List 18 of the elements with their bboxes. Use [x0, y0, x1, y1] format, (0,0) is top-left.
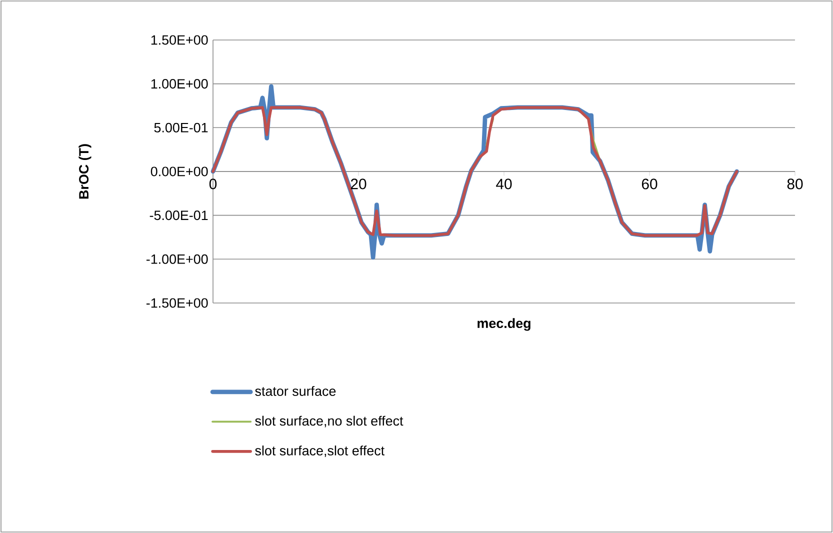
line-series	[212, 106, 738, 237]
y-tick-label: -1.50E+00	[146, 298, 208, 308]
y-tick-label: 1.00E+00	[151, 79, 208, 89]
legend-label: stator surface	[255, 386, 336, 396]
y-tick-label: 0.00E+00	[150, 166, 208, 176]
x-tick-label: 60	[642, 178, 658, 190]
legend-label: slot surface,no slot effect	[255, 416, 404, 428]
y-tick-label: -1.00E+00	[146, 254, 208, 264]
x-tick-label: 80	[787, 178, 803, 190]
x-axis-title: mec.deg	[478, 318, 530, 331]
legend-label: slot surface,slot effect	[255, 446, 384, 458]
x-tick-label: 40	[496, 178, 512, 190]
y-tick-label: 1.50E+00	[151, 35, 208, 45]
y-axis-title: BrOC (T)	[78, 144, 92, 199]
y-tick-label: 5.00E-01	[154, 122, 208, 132]
y-tick-label: -5.00E-01	[150, 210, 208, 220]
x-tick-label: 0	[209, 178, 217, 190]
x-tick-label: 20	[350, 178, 366, 190]
